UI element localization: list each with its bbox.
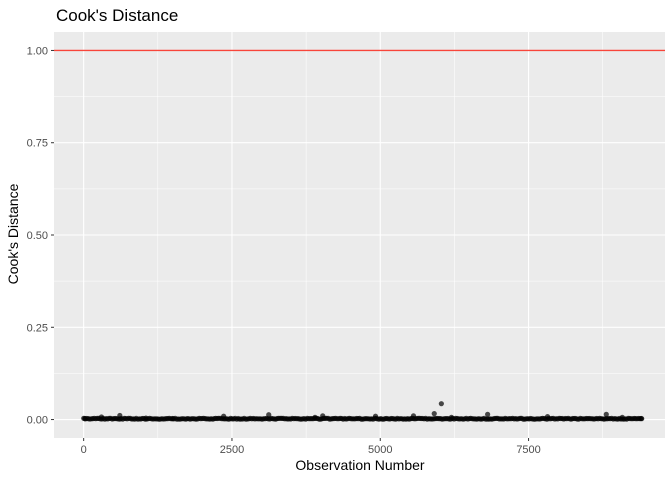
y-tick-label: 0.75 [27, 138, 48, 150]
data-point [638, 415, 644, 422]
y-tick-label: 0.50 [27, 230, 48, 242]
y-tick-label: 1.00 [27, 45, 48, 57]
data-point [448, 414, 455, 420]
y-tick-label: 0.25 [27, 322, 48, 334]
y-tick-label: 0.00 [27, 415, 48, 427]
data-point [485, 411, 491, 417]
data-point [170, 415, 176, 422]
data-point [143, 415, 149, 421]
data-point [431, 411, 437, 417]
axis-layer: 0 2500 5000 7500 0.00 0.25 0.50 0.75 1.00 [27, 45, 541, 456]
data-point [603, 411, 609, 417]
data-point [320, 413, 326, 419]
grid-layer [54, 32, 665, 438]
y-axis-title: Cook's Distance [5, 183, 21, 284]
x-tick-label: 7500 [516, 444, 540, 456]
data-point [544, 413, 551, 420]
data-point [619, 414, 625, 420]
data-point [312, 414, 318, 420]
x-tick-label: 2500 [220, 444, 244, 456]
data-point [410, 413, 417, 419]
data-point [438, 401, 444, 407]
x-tick-label: 0 [81, 444, 87, 456]
data-point [372, 413, 379, 419]
data-point [82, 415, 88, 422]
data-point [221, 413, 227, 419]
chart-title: Cook's Distance [56, 6, 178, 25]
x-tick-label: 5000 [368, 444, 392, 456]
data-point [98, 414, 105, 420]
x-axis-title: Observation Number [295, 457, 425, 473]
data-point [266, 412, 272, 418]
data-point [117, 412, 123, 419]
points-layer [81, 401, 645, 422]
